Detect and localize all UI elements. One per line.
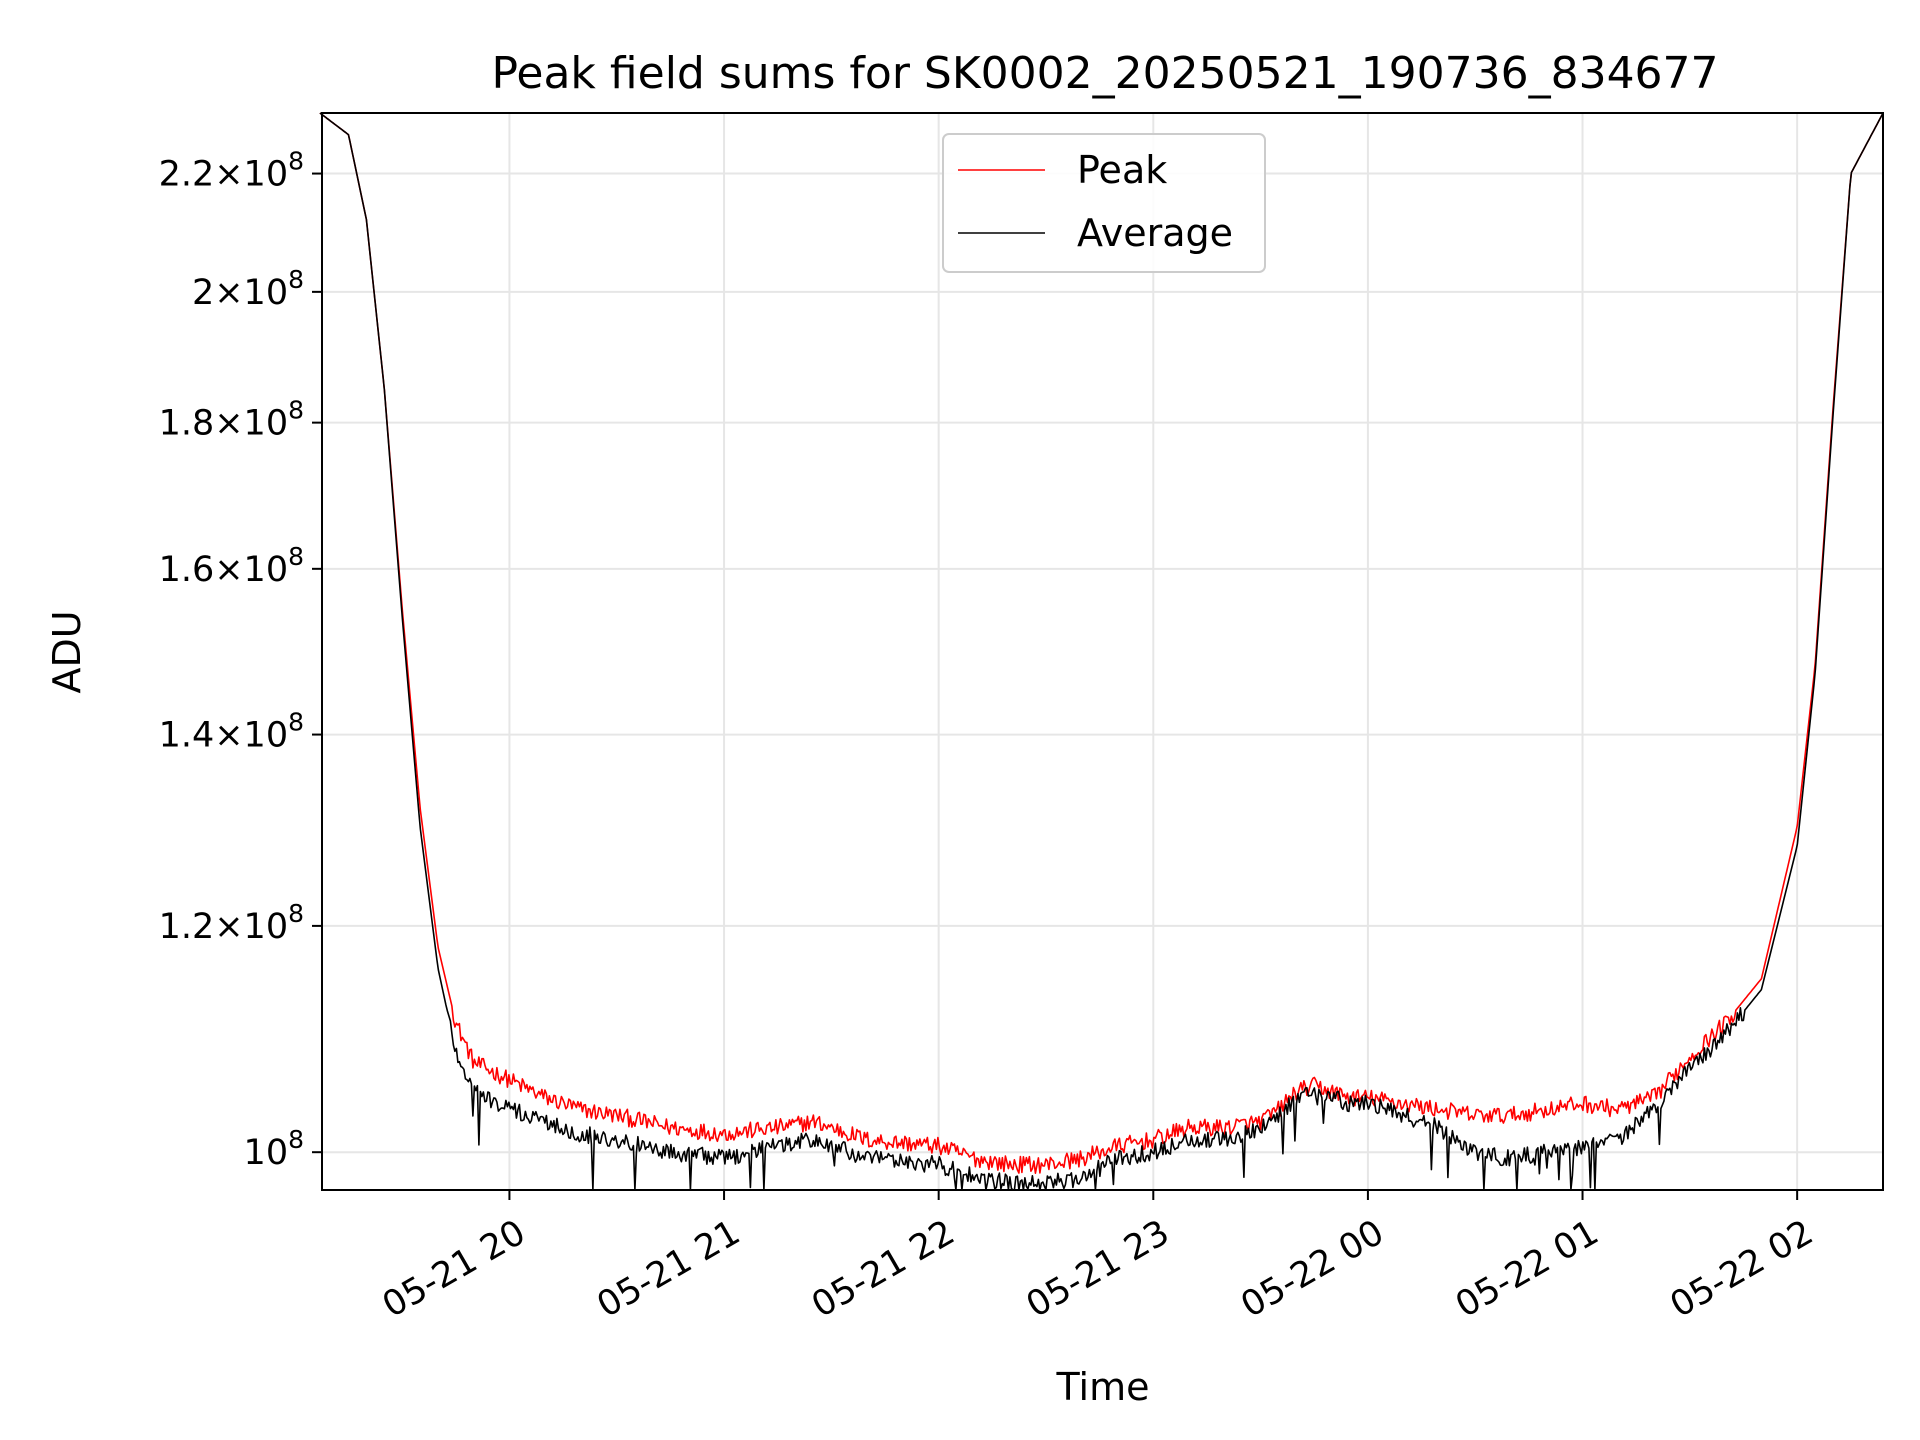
y-axis-label: ADU — [45, 610, 89, 693]
y-tick-label: 1.6×108 — [159, 542, 304, 590]
x-axis-label: Time — [1056, 1365, 1150, 1409]
y-tick-label: 1.4×108 — [159, 708, 304, 756]
legend-label-peak: Peak — [1077, 148, 1167, 192]
legend-label-average: Average — [1077, 211, 1233, 255]
y-tick-label: 108 — [244, 1125, 304, 1173]
y-tick-label: 1.2×108 — [159, 899, 304, 947]
y-tick-label: 2.2×108 — [159, 147, 304, 195]
y-tick-label: 2×108 — [192, 265, 304, 313]
series-line-peak — [319, 112, 1884, 1174]
plot-frame — [321, 112, 1884, 1191]
legend-box — [942, 133, 1266, 273]
series-line-average — [319, 112, 1884, 1191]
y-tick-label: 1.8×108 — [159, 396, 304, 444]
chart-title: Peak field sums for SK0002_20250521_1907… — [491, 48, 1718, 99]
legend: Peak Average — [942, 133, 1266, 273]
series-layer — [319, 112, 1884, 1191]
